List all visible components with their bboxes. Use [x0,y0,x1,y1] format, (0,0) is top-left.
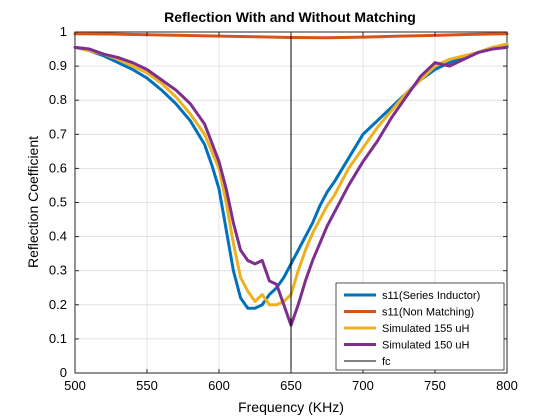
y-tick-label: 0.4 [49,229,67,244]
x-tick-label: 650 [280,378,302,393]
y-axis-label: Reflection Coefficient [25,136,41,268]
y-tick-label: 0.2 [49,297,67,312]
x-tick-label: 500 [64,378,86,393]
y-tick-label: 0.6 [49,160,67,175]
x-tick-label: 600 [208,378,230,393]
x-tick-label: 550 [136,378,158,393]
legend-label-3: Simulated 150 uH [382,340,469,352]
y-tick-label: 0.7 [49,126,67,141]
legend-label-4: fc [382,356,391,368]
y-tick-label: 0.3 [49,263,67,278]
series-line-3 [73,45,509,327]
legend-label-2: Simulated 155 uH [382,323,469,335]
x-tick-label: 800 [496,378,518,393]
legend-label-1: s11(Non Matching) [382,307,474,319]
axis-ticks: 500 550 600 650 700 750 800 0 0.1 0.2 0.3 0.4 0.5 0.6… [49,24,518,393]
y-tick-label: 0.8 [49,92,67,107]
x-tick-label: 750 [424,378,446,393]
x-axis-label: Frequency (KHz) [238,399,344,415]
legend-label-0: s11(Series Inductor) [382,290,480,302]
legend: s11(Series Inductor) s11(Non Matching) Sim… [335,282,505,371]
y-tick-label: 1 [60,24,67,39]
y-tick-label: 0 [60,365,67,380]
y-tick-label: 0.9 [49,58,67,73]
y-tick-label: 0.5 [49,195,67,210]
x-tick-label: 700 [352,378,374,393]
chart-title: Reflection With and Without Matching [164,9,416,25]
y-tick-label: 0.1 [49,331,67,346]
